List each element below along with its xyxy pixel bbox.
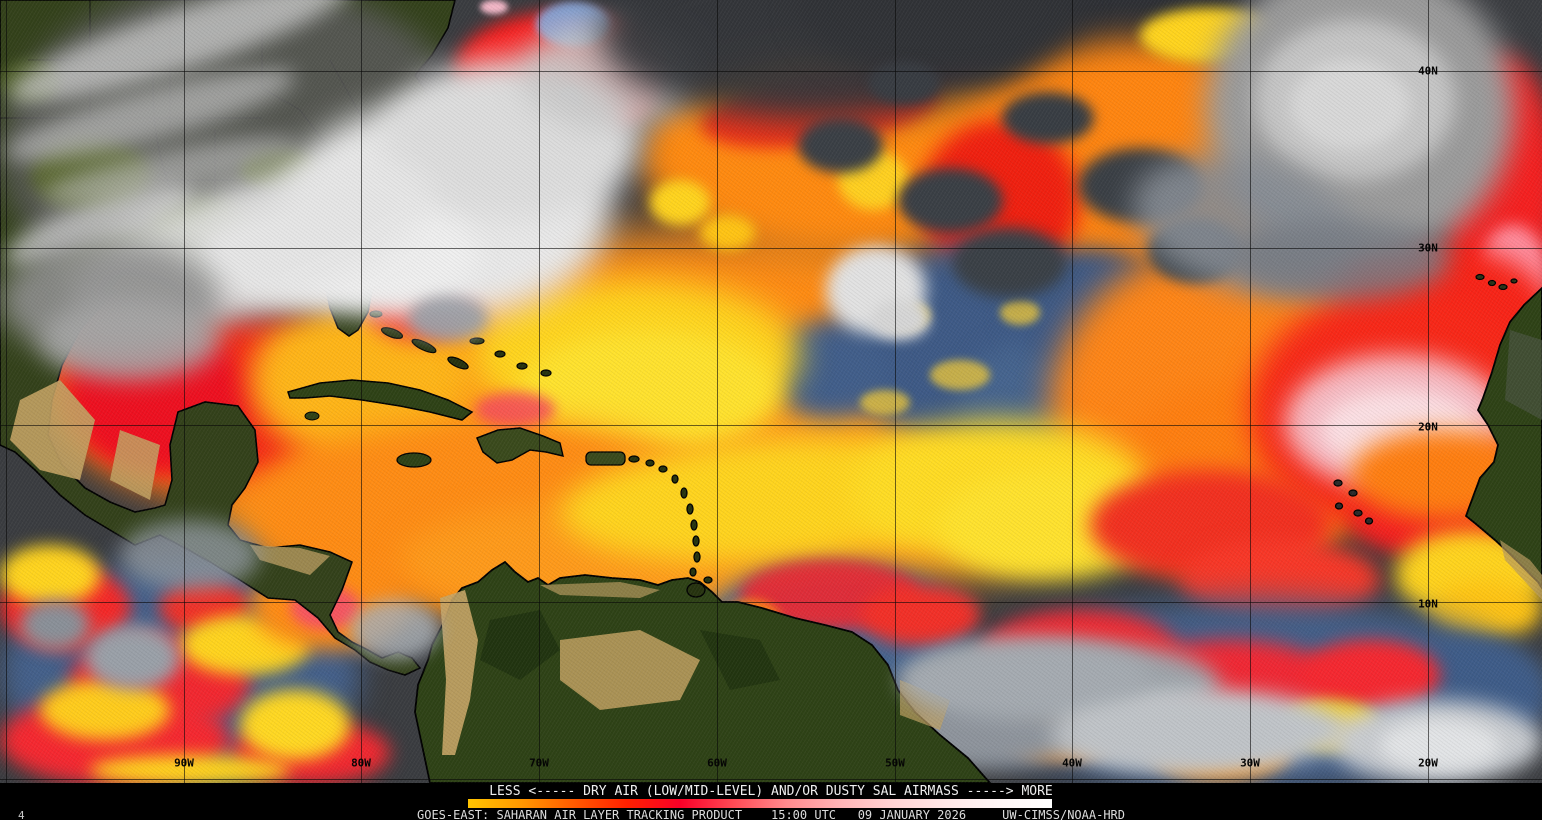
map-texture-blob [1002,92,1094,144]
map-texture-blob [40,300,220,380]
gridline [1250,0,1251,783]
terrain-venezuela-coast [540,582,660,598]
map-texture-blob [1380,720,1500,770]
gridline [361,0,362,783]
legend-text: LESS <----- DRY AIR (LOW/MID-LEVEL) AND/… [489,784,1053,799]
lon-label-90w: 90W [174,756,194,770]
map-texture-blob [930,360,990,390]
map-texture-blob [20,600,90,650]
terrain-honduras [250,545,330,575]
product-caption: GOES-EAST: SAHARAN AIR LAYER TRACKING PR… [416,808,1126,820]
isla-juventud [304,411,320,421]
terrain-guiana-highlands [560,630,700,710]
map-texture-blob [1300,640,1440,710]
map-texture-blob [85,625,180,690]
lat-label-10n: 10N [1418,597,1438,611]
map-texture-blob [475,392,555,427]
gridline [6,0,7,783]
graticule-layer: 40N 30N 20N 10N 90W 80W 70W 60W 50W 40W … [0,0,1542,783]
gridline [0,425,1542,426]
islands-lesser-antilles [628,455,713,598]
land-cuba [287,379,474,421]
noise-overlay [0,0,1542,783]
map-texture-blob [952,228,1067,298]
map-texture-blob [860,585,980,645]
sal-color-scale [468,799,1052,808]
terrain-africa-gray [1505,330,1542,420]
land-puerto-rico [585,451,626,466]
lon-label-80w: 80W [351,756,371,770]
gridline [1428,0,1429,783]
cloud-layer [0,0,1515,770]
map-texture-blob [0,545,100,605]
map-texture-blob [860,390,910,415]
satellite-map: 40N 30N 20N 10N 90W 80W 70W 60W 50W 40W … [0,0,1542,783]
map-texture-blob [1050,700,1300,770]
gridline [0,602,1542,603]
land-south-america [414,560,992,783]
islands-canary [1475,273,1518,291]
lat-label-40n: 40N [1418,64,1438,78]
map-texture-blob [700,215,755,250]
gridline [0,248,1542,249]
islands-cape-verde [1333,479,1374,525]
lon-label-40w: 40W [1062,756,1082,770]
terrain-mexico-2 [110,430,160,500]
frame-counter: 4 [18,809,25,820]
gridline [0,71,1542,72]
map-texture-blob [90,755,290,783]
map-texture-blob [870,300,930,340]
map-texture-blob [350,600,440,660]
map-texture-blob [408,296,488,341]
map-texture-blob [798,118,883,173]
gridline [895,0,896,783]
gridline [717,0,718,783]
terrain-mexico [10,380,95,480]
land-hispaniola [476,427,565,464]
forest-patch-amazon [480,610,560,680]
lat-label-20n: 20N [1418,420,1438,434]
map-texture-blob [868,62,940,104]
map-texture-blob [480,0,508,14]
terrain-africa-tan [1500,540,1542,600]
land-jamaica [396,452,432,468]
islands-bahamas [369,310,552,377]
map-texture-blob [240,690,350,760]
lon-label-70w: 70W [529,756,549,770]
lon-label-50w: 50W [885,756,905,770]
map-texture-blob [120,520,260,590]
gridline [539,0,540,783]
terrain-andes [440,590,478,755]
gridline [0,779,1542,780]
lat-label-30n: 30N [1418,241,1438,255]
map-texture-blob [1230,220,1450,300]
legend-bar: LESS <----- DRY AIR (LOW/MID-LEVEL) AND/… [0,783,1542,820]
map-texture-blob [898,168,1003,233]
lon-label-30w: 30W [1240,756,1260,770]
map-texture-blob [40,680,170,740]
gridline [184,0,185,783]
gridline [1072,0,1073,783]
map-texture-blob [1290,60,1410,150]
lon-label-60w: 60W [707,756,727,770]
map-texture-blob [650,180,710,225]
map-texture-blob [1000,300,1040,325]
forest-patch-guiana [700,630,780,690]
lon-label-20w: 20W [1418,756,1438,770]
